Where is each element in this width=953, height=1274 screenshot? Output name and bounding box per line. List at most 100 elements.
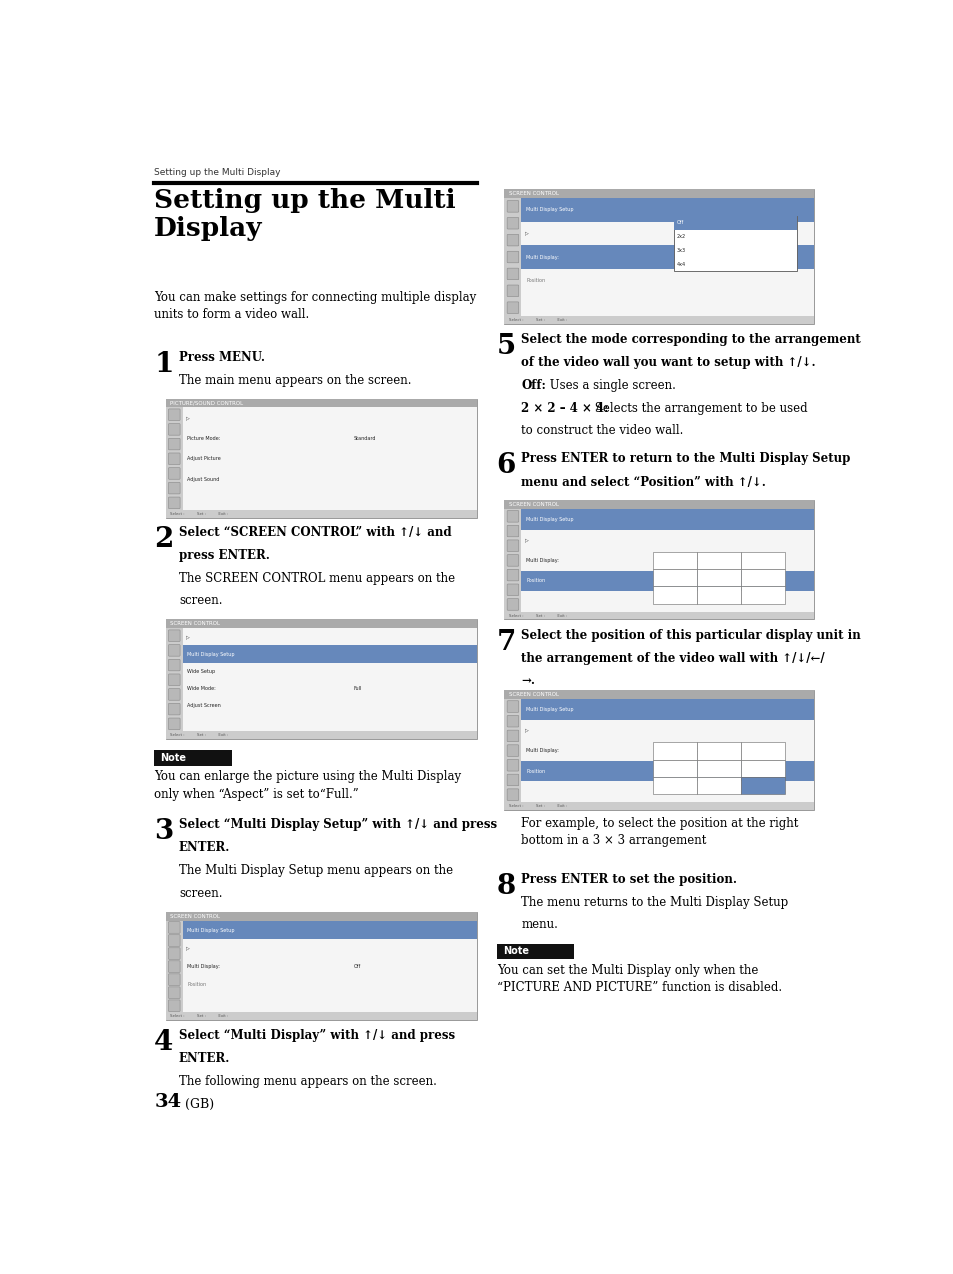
Bar <box>653 552 697 569</box>
Text: Select :          Set :          Exit :: Select : Set : Exit : <box>509 318 567 322</box>
Bar <box>521 197 814 316</box>
Text: Adjust Screen: Adjust Screen <box>187 703 221 708</box>
Text: You can set the Multi Display only when the
“PICTURE AND PICTURE” function is di: You can set the Multi Display only when … <box>497 963 781 994</box>
Text: Select :          Set :          Exit :: Select : Set : Exit : <box>509 804 567 808</box>
Text: Press ENTER to return to the Multi Display Setup: Press ENTER to return to the Multi Displ… <box>521 452 850 465</box>
Text: Off: Off <box>677 220 683 225</box>
Bar <box>521 699 814 720</box>
Text: 34: 34 <box>154 1093 181 1111</box>
Text: the arrangement of the video wall with ↑/↓/←/: the arrangement of the video wall with ↑… <box>521 652 824 665</box>
FancyBboxPatch shape <box>507 302 518 313</box>
Text: ENTER.: ENTER. <box>179 841 230 855</box>
Text: Select :          Set :          Exit :: Select : Set : Exit : <box>509 614 567 618</box>
Text: ▷: ▷ <box>524 538 528 543</box>
FancyBboxPatch shape <box>507 759 518 771</box>
Bar <box>166 628 183 731</box>
Bar <box>166 399 476 517</box>
Text: Select “Multi Display” with ↑/↓ and press: Select “Multi Display” with ↑/↓ and pres… <box>179 1029 455 1042</box>
Text: ▷: ▷ <box>186 634 190 640</box>
Text: Note: Note <box>502 947 528 957</box>
Text: menu.: menu. <box>521 919 558 931</box>
Bar <box>166 510 476 517</box>
FancyBboxPatch shape <box>169 424 180 436</box>
Bar <box>653 759 697 777</box>
Text: SCREEN CONTROL: SCREEN CONTROL <box>171 913 220 919</box>
Text: 3x3: 3x3 <box>691 748 700 753</box>
Bar <box>521 699 814 803</box>
FancyBboxPatch shape <box>169 719 180 730</box>
FancyBboxPatch shape <box>507 745 518 757</box>
Bar <box>740 569 784 586</box>
Bar <box>653 586 697 604</box>
Bar <box>504 510 521 612</box>
Bar <box>697 569 740 586</box>
Text: screen.: screen. <box>179 887 222 899</box>
Text: Setting up the Multi
Display: Setting up the Multi Display <box>154 187 456 241</box>
Bar <box>166 399 476 408</box>
Text: The following menu appears on the screen.: The following menu appears on the screen… <box>179 1075 436 1088</box>
Text: of the video wall you want to setup with ↑/↓.: of the video wall you want to setup with… <box>521 357 815 369</box>
Text: 7: 7 <box>497 629 516 656</box>
Bar <box>166 912 476 921</box>
Text: →.: →. <box>521 674 535 687</box>
Text: SCREEN CONTROL: SCREEN CONTROL <box>509 502 558 507</box>
Bar <box>697 586 740 604</box>
Text: Position: Position <box>187 982 207 987</box>
FancyBboxPatch shape <box>169 483 180 494</box>
Bar <box>166 1013 476 1020</box>
Text: Uses a single screen.: Uses a single screen. <box>546 380 676 392</box>
Text: You can make settings for connecting multiple display
units to form a video wall: You can make settings for connecting mul… <box>154 290 476 321</box>
FancyBboxPatch shape <box>507 599 518 610</box>
Bar <box>740 777 784 794</box>
FancyBboxPatch shape <box>507 268 518 280</box>
Bar <box>166 619 476 739</box>
Bar <box>521 510 814 612</box>
Text: 8: 8 <box>497 873 516 899</box>
Bar <box>504 803 814 810</box>
Text: ▷: ▷ <box>524 727 528 733</box>
Text: Position: Position <box>525 768 545 773</box>
Bar <box>521 197 814 222</box>
Text: (GB): (GB) <box>185 1098 214 1111</box>
Text: SCREEN CONTROL: SCREEN CONTROL <box>171 622 220 627</box>
Bar <box>697 759 740 777</box>
Text: Multi Display:: Multi Display: <box>525 255 558 260</box>
Text: Selects the arrangement to be used: Selects the arrangement to be used <box>591 401 807 414</box>
Text: Select the mode corresponding to the arrangement: Select the mode corresponding to the arr… <box>521 333 861 347</box>
FancyBboxPatch shape <box>169 961 180 972</box>
Text: SCREEN CONTROL: SCREEN CONTROL <box>509 191 558 196</box>
Text: Off:: Off: <box>521 380 546 392</box>
Text: Note: Note <box>160 753 186 763</box>
Text: 2 × 2 – 4 × 4:: 2 × 2 – 4 × 4: <box>521 401 608 414</box>
Text: 6: 6 <box>497 452 516 479</box>
Text: Select “Multi Display Setup” with ↑/↓ and press: Select “Multi Display Setup” with ↑/↓ an… <box>179 818 497 831</box>
FancyBboxPatch shape <box>507 525 518 536</box>
Text: SCREEN CONTROL: SCREEN CONTROL <box>509 692 558 697</box>
Bar <box>166 731 476 739</box>
FancyBboxPatch shape <box>507 540 518 552</box>
Text: Multi Display Setup: Multi Display Setup <box>187 651 234 656</box>
Text: Multi Display Setup: Multi Display Setup <box>525 517 573 522</box>
Text: PICTURE/SOUND CONTROL: PICTURE/SOUND CONTROL <box>171 400 243 405</box>
Bar <box>504 612 814 619</box>
Text: The main menu appears on the screen.: The main menu appears on the screen. <box>179 373 411 387</box>
Text: ▷: ▷ <box>186 945 190 950</box>
FancyBboxPatch shape <box>507 583 518 595</box>
Bar <box>166 408 183 510</box>
Text: to construct the video wall.: to construct the video wall. <box>521 424 683 437</box>
Text: 3x3: 3x3 <box>691 558 700 563</box>
Text: For example, to select the position at the right
bottom in a 3 × 3 arrangement: For example, to select the position at t… <box>521 818 798 847</box>
Bar <box>504 691 814 699</box>
Bar <box>653 743 697 759</box>
FancyBboxPatch shape <box>507 775 518 786</box>
Text: press ENTER.: press ENTER. <box>179 549 270 562</box>
Bar <box>166 921 183 1013</box>
Bar <box>183 921 476 1013</box>
Text: 2x2: 2x2 <box>677 234 685 240</box>
Text: Select :          Set :          Exit :: Select : Set : Exit : <box>171 512 229 516</box>
Text: ▷: ▷ <box>186 415 190 420</box>
Text: Select :          Set :          Exit :: Select : Set : Exit : <box>171 1014 229 1018</box>
Text: Standard: Standard <box>354 436 375 441</box>
Bar <box>183 921 476 939</box>
Bar <box>697 552 740 569</box>
